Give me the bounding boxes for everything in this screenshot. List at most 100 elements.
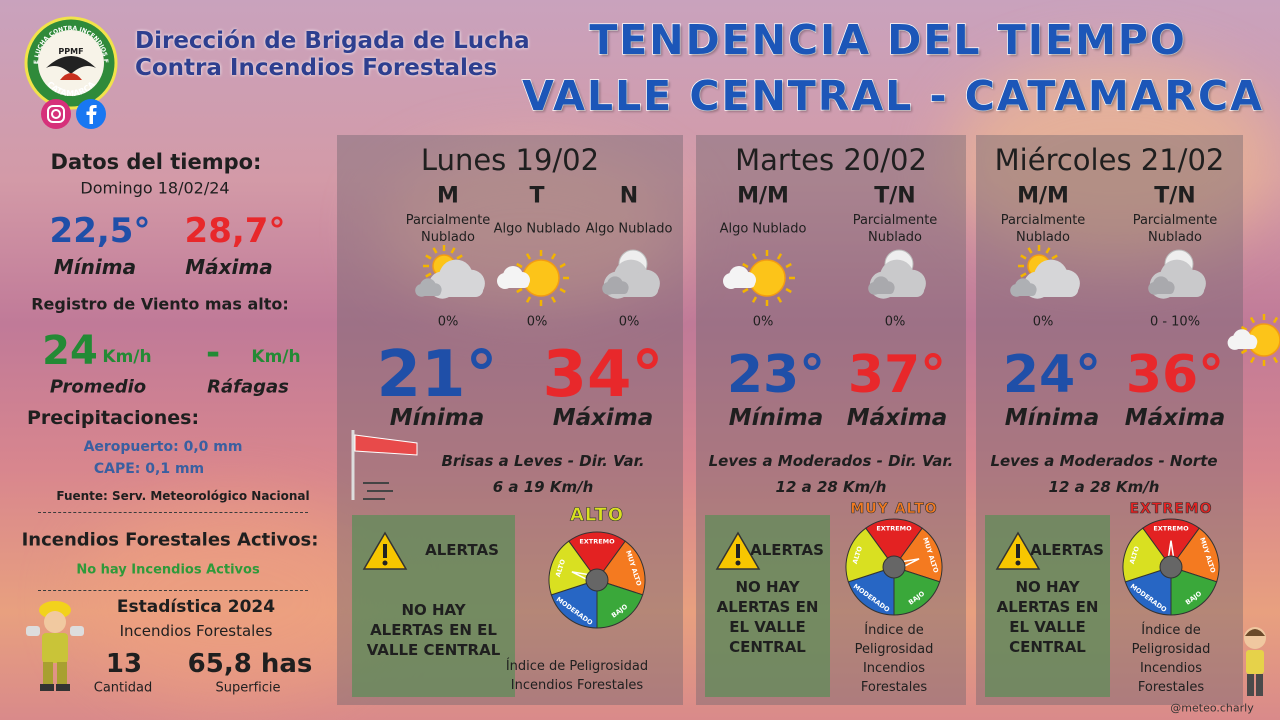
precip-chance: 0% xyxy=(618,314,640,330)
sun-ray xyxy=(751,253,758,260)
logo: BRIGADA DE LUCHA CONTRA INCENDIOS FOREST… xyxy=(21,11,118,110)
gauge-segment xyxy=(1124,566,1172,616)
sky-condition: Algo Nublado xyxy=(585,221,673,237)
wind-desc: Leves a Moderados - Dir. Var. xyxy=(708,452,954,470)
precip-chance: 0% xyxy=(1032,314,1054,330)
cloud-part xyxy=(1228,340,1257,349)
wind-gust-label: Ráfagas xyxy=(207,376,289,398)
gauge-segment xyxy=(550,579,598,629)
summary-max: 28,7° xyxy=(184,211,286,251)
wind-avg: 24 xyxy=(42,328,98,374)
summary-min: 22,5° xyxy=(49,211,151,251)
sky-condition: Parcialmente Nublado xyxy=(852,213,938,245)
sun-ray xyxy=(525,253,532,260)
stats-sub: Incendios Forestales xyxy=(119,622,273,640)
gauge-segment xyxy=(893,527,943,583)
credit: @meteo.charly xyxy=(1170,701,1254,715)
gauge-segment xyxy=(596,579,644,629)
day-panel: EXTREMO MUY ALTO BAJO MODERADO ALTO Miércoles… xyxy=(976,135,1243,705)
instagram-icon[interactable] xyxy=(40,98,72,130)
stats-count: 13 xyxy=(105,649,143,679)
weather-icon xyxy=(1148,249,1206,299)
sun-ray xyxy=(742,262,749,269)
sun-ray xyxy=(425,272,432,278)
sun-ray xyxy=(742,287,749,294)
gauge-label: EXTREMO xyxy=(579,538,615,546)
gauge-segment xyxy=(596,540,646,596)
precip-chance: 0% xyxy=(437,314,459,330)
org-name: Contra Incendios Forestales xyxy=(135,55,498,81)
windsock xyxy=(354,434,418,456)
period-label: M xyxy=(437,183,459,209)
gauge-segment xyxy=(893,566,941,616)
weather-icon xyxy=(497,250,569,306)
cloud-part xyxy=(498,279,529,288)
gauge-segment xyxy=(1122,527,1172,583)
decor-icon xyxy=(1227,314,1280,366)
day-name: Miércoles 21/02 xyxy=(994,143,1225,177)
danger-level: ALTO xyxy=(569,504,625,526)
sun-ray xyxy=(1240,348,1248,355)
cloud-part xyxy=(416,288,441,296)
sun-ray xyxy=(785,287,792,294)
alert-box: ALERTAS NO HAY ALERTAS EN EL VALLE CENTRA… xyxy=(352,515,515,697)
sun-ray xyxy=(1051,254,1058,260)
gauge-segment xyxy=(847,566,895,616)
cloud-part xyxy=(430,281,484,297)
wind-speed: 12 a 28 Km/h xyxy=(775,478,887,496)
gauge-segment xyxy=(865,518,923,568)
summary-min-label: Mínima xyxy=(53,255,137,279)
danger-level: MUY ALTO xyxy=(850,501,938,518)
precip-airport: Aeropuerto: 0,0 mm xyxy=(83,439,243,455)
sun-ray xyxy=(1020,272,1027,278)
alert-text: NO HAY ALERTAS EN EL VALLE CENTRAL xyxy=(716,578,819,656)
wind-speed: 6 a 19 Km/h xyxy=(492,478,594,496)
sun-ray xyxy=(525,296,532,303)
page-title: VALLE CENTRAL - CATAMARCA xyxy=(521,71,1264,121)
gauge-label: EXTREMO xyxy=(1153,525,1189,533)
gauge-segment xyxy=(1170,566,1218,616)
day-panel: EXTREMO MUY ALTO BAJO MODERADO ALTO Martes 20… xyxy=(696,135,966,705)
alert-box: ALERTAS NO HAY ALERTAS EN EL VALLE CENTRA… xyxy=(985,515,1110,697)
precip-chance: 0% xyxy=(884,314,906,330)
wind-speed: 12 a 28 Km/h xyxy=(1048,478,1160,496)
gauge-segment xyxy=(1170,527,1220,583)
gauge-hub xyxy=(585,568,609,592)
cloud-part xyxy=(1011,288,1036,296)
facebook-icon[interactable] xyxy=(75,98,107,130)
gauge-segment xyxy=(548,540,598,596)
period-label: T/N xyxy=(1154,183,1196,209)
sun-ray xyxy=(1240,325,1248,332)
temp-max: 36° xyxy=(1125,345,1225,405)
period-label: N xyxy=(619,183,639,209)
summary-max-label: Máxima xyxy=(185,255,273,279)
alert-title: ALERTAS xyxy=(1030,541,1104,559)
sun-ray xyxy=(559,287,566,294)
divider xyxy=(38,590,308,591)
danger-index-label: Índice de Peligrosidad Incendios Foresta… xyxy=(505,659,649,693)
warning-icon xyxy=(715,531,761,570)
sun-ray xyxy=(751,296,758,303)
cloud-part xyxy=(1149,286,1174,294)
sky-condition: Parcialmente Nublado xyxy=(1132,213,1218,245)
weather-icon xyxy=(868,249,926,299)
wind-desc: Leves a Moderados - Norte xyxy=(990,452,1218,470)
weather-icon xyxy=(723,250,795,306)
sun-ray xyxy=(456,254,463,260)
stats-count-label: Cantidad xyxy=(93,680,153,696)
wind-gust-unit: Km/h xyxy=(251,347,301,367)
summary-heading: Datos del tiempo: xyxy=(50,150,262,174)
precip-chance: 0% xyxy=(752,314,774,330)
sun-ray xyxy=(516,262,523,269)
period-label: M/M xyxy=(737,183,789,209)
wind-lines xyxy=(363,482,393,500)
day-name: Martes 20/02 xyxy=(735,143,927,177)
temp-max-label: Máxima xyxy=(552,405,654,431)
period-label: T xyxy=(529,183,545,209)
fires-status: No hay Incendios Activos xyxy=(76,562,260,578)
sky-condition: Algo Nublado xyxy=(719,221,807,237)
stats-heading: Estadística 2024 xyxy=(116,597,276,617)
